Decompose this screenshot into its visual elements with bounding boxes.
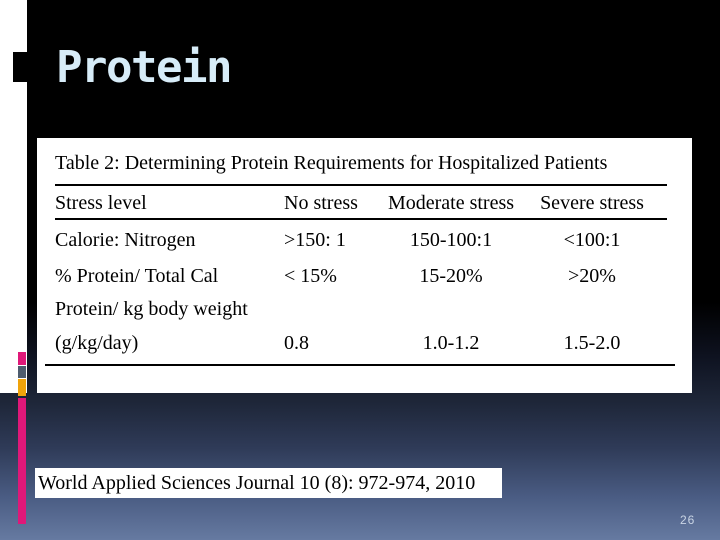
- page-number: 26: [680, 513, 696, 527]
- accent-square-yellow: [18, 379, 26, 396]
- cell-value: < 15%: [284, 265, 337, 287]
- column-header-stress-level: Stress level: [55, 192, 147, 214]
- cell-value: >150: 1: [284, 229, 346, 251]
- protein-requirements-table: Table 2: Determining Protein Requirement…: [37, 138, 692, 393]
- rule-under-caption: [55, 184, 667, 186]
- row-label: % Protein/ Total Cal: [55, 265, 219, 287]
- table-header-row: Stress level No stress Moderate stress S…: [55, 192, 685, 215]
- accent-square-pink: [18, 352, 26, 365]
- accent-square-slate: [18, 366, 26, 378]
- cell-value: 15-20%: [419, 265, 483, 287]
- citation: World Applied Sciences Journal 10 (8): 9…: [35, 468, 502, 498]
- table-row: (g/kg/day) 0.8 1.0-1.2 1.5-2.0: [55, 332, 685, 355]
- cell-value: 1.5-2.0: [563, 332, 621, 354]
- cell-value: [517, 298, 667, 321]
- column-header-moderate-stress: Moderate stress: [387, 192, 515, 214]
- cell-value: 1.0-1.2: [422, 332, 480, 354]
- row-label: (g/kg/day): [55, 332, 139, 354]
- cell-value: [284, 298, 385, 321]
- title-bullet-square: [13, 52, 27, 82]
- accent-bar-pink: [18, 398, 26, 524]
- table-row: Protein/ kg body weight: [55, 298, 685, 321]
- table-row: % Protein/ Total Cal < 15% 15-20% >20%: [55, 265, 685, 288]
- column-header-no-stress: No stress: [284, 192, 358, 214]
- table-row: Calorie: Nitrogen >150: 1 150-100:1 <100…: [55, 229, 685, 252]
- cell-value: 0.8: [284, 332, 309, 354]
- cell-value: 150-100:1: [409, 229, 493, 251]
- slide-title: Protein: [56, 42, 232, 93]
- cell-value: [385, 298, 517, 321]
- row-label: Protein/ kg body weight: [55, 298, 248, 320]
- row-label: Calorie: Nitrogen: [55, 229, 196, 251]
- rule-under-header: [55, 218, 667, 220]
- cell-value: <100:1: [563, 229, 621, 251]
- rule-table-bottom: [45, 364, 675, 366]
- cell-value: >20%: [568, 265, 616, 287]
- table-caption: Table 2: Determining Protein Requirement…: [55, 152, 608, 174]
- column-header-severe-stress: Severe stress: [540, 192, 644, 214]
